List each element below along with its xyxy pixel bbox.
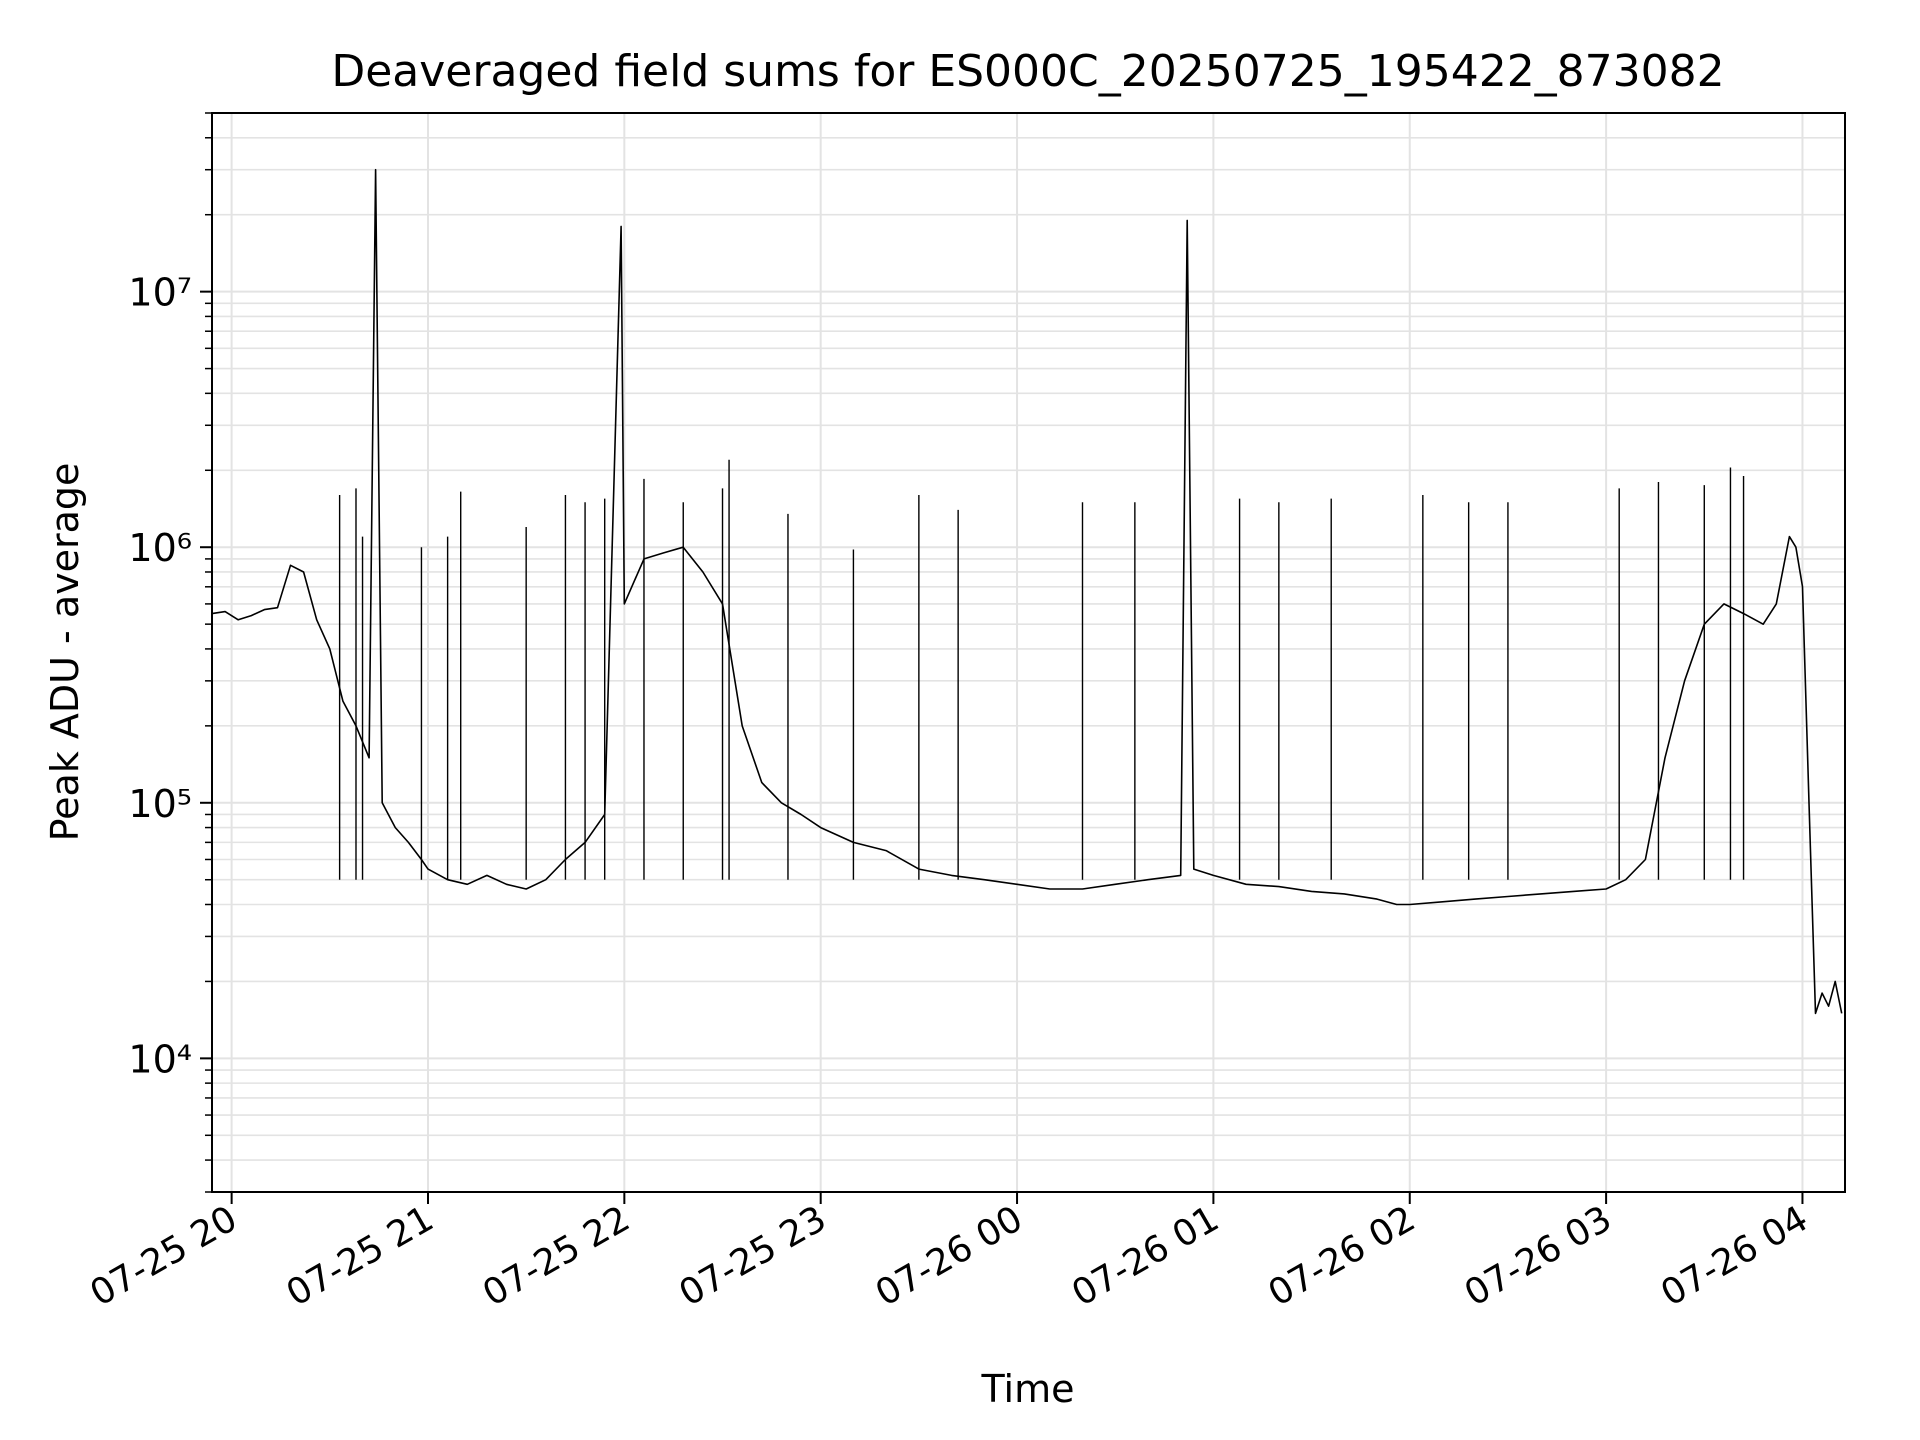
y-axis-label: Peak ADU - average: [43, 463, 87, 842]
y-tick-label: 10⁶: [128, 526, 192, 570]
spike-lines: [338, 459, 1745, 880]
plot-area-frame: [211, 112, 1846, 1193]
series-line: [211, 168, 1843, 1015]
x-axis-label: Time: [981, 1367, 1075, 1411]
y-tick-label: 10⁴: [128, 1037, 192, 1081]
y-axis: 10⁴ 10⁵ 10⁶ 10⁷: [128, 112, 212, 1193]
series-layer: [211, 168, 1843, 1015]
y-tick-label: 10⁵: [128, 782, 192, 826]
chart-title: Deaveraged field sums for ES000C_2025072…: [331, 46, 1724, 97]
y-tick-label: 10⁷: [128, 271, 192, 315]
